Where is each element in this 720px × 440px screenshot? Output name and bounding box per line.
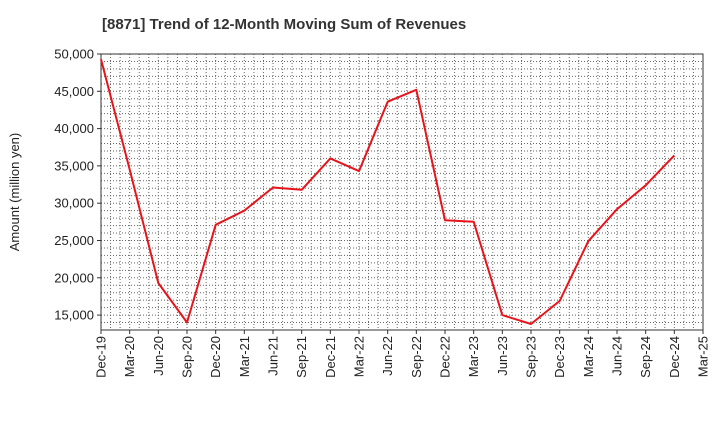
series — [100, 58, 676, 325]
x-tick-label: Jun-21 — [266, 336, 281, 376]
y-tick-label: 50,000 — [54, 47, 94, 62]
x-tick-label: Mar-22 — [352, 336, 367, 377]
x-tick-label: Sep-21 — [294, 336, 309, 378]
x-tick-label: Dec-24 — [667, 336, 682, 378]
x-tick-label: Sep-20 — [180, 336, 195, 378]
x-tick-label: Sep-24 — [638, 336, 653, 378]
y-axis: 15,000 20,000 25,000 30,000 35,000 40,000 45,0… — [54, 47, 101, 323]
x-tick-label: Dec-23 — [552, 336, 567, 378]
chart-title: [8871] Trend of 12-Month Moving Sum of R… — [102, 16, 467, 33]
y-tick-label: 15,000 — [54, 308, 94, 323]
x-tick-label: Mar-23 — [466, 336, 481, 377]
y-tick-label: 30,000 — [54, 196, 94, 211]
x-tick-label: Dec-19 — [94, 336, 109, 378]
plot-area — [100, 53, 704, 331]
x-tick-label: Jun-24 — [610, 336, 625, 376]
x-tick-label: Jun-20 — [151, 336, 166, 376]
x-tick-label: Mar-21 — [237, 336, 252, 377]
x-tick-label: Mar-25 — [696, 336, 711, 377]
y-tick-label: 40,000 — [54, 121, 94, 136]
y-tick-label: 25,000 — [54, 233, 94, 248]
series-line — [100, 58, 676, 325]
x-tick-label: Jun-22 — [380, 336, 395, 376]
y-tick-label: 45,000 — [54, 84, 94, 99]
x-tick-label: Jun-23 — [495, 336, 510, 376]
y-axis-title: Amount (million yen) — [7, 133, 22, 252]
x-tick-label: Mar-20 — [122, 336, 137, 377]
y-tick-label: 35,000 — [54, 158, 94, 173]
x-tick-label: Mar-24 — [581, 336, 596, 377]
x-tick-label: Sep-22 — [409, 336, 424, 378]
x-axis: Dec-19 Mar-20 Jun-20 Sep-20 Dec-20 Mar-21 Jun-… — [94, 330, 711, 378]
x-tick-label: Dec-20 — [208, 336, 223, 378]
x-tick-label: Sep-23 — [524, 336, 539, 378]
x-tick-label: Dec-22 — [438, 336, 453, 378]
x-tick-label: Dec-21 — [323, 336, 338, 378]
y-tick-label: 20,000 — [54, 270, 94, 285]
